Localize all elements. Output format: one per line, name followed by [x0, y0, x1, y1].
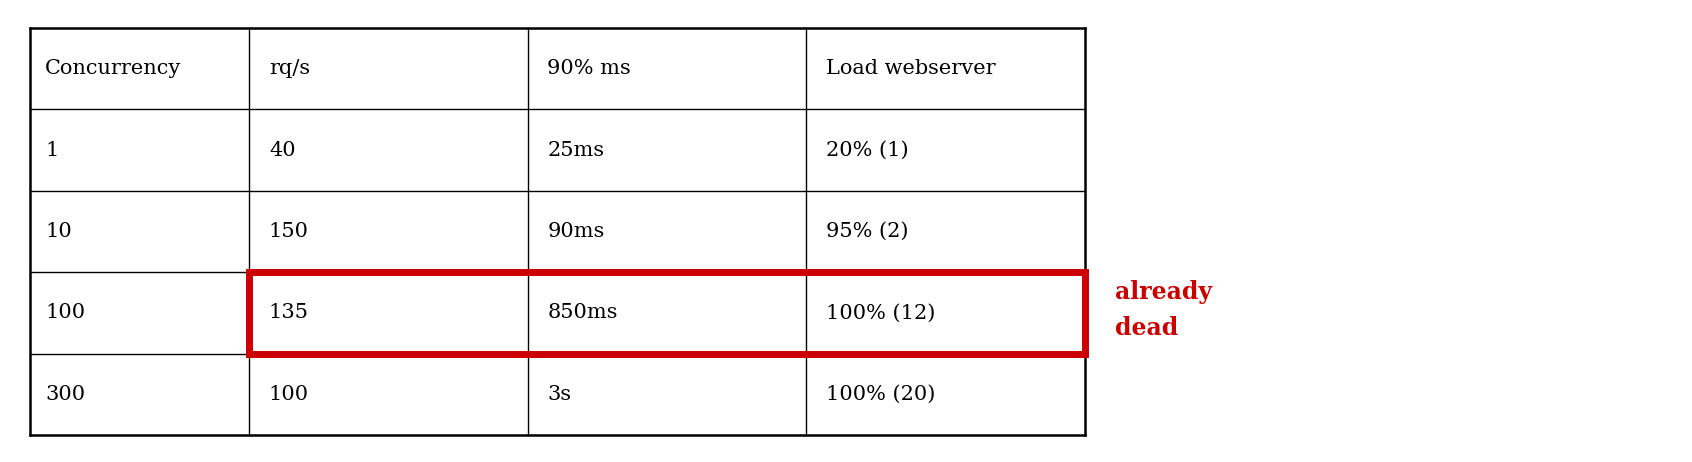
Text: Concurrency: Concurrency: [46, 59, 181, 78]
Text: already
dead: already dead: [1115, 280, 1211, 340]
Text: 135: 135: [269, 304, 310, 322]
Text: 100% (12): 100% (12): [826, 304, 936, 322]
Text: 100% (20): 100% (20): [826, 385, 936, 404]
Text: 3s: 3s: [548, 385, 572, 404]
Text: rq/s: rq/s: [269, 59, 310, 78]
Text: 100: 100: [269, 385, 310, 404]
Text: 25ms: 25ms: [548, 140, 604, 159]
Text: 150: 150: [269, 222, 310, 241]
Text: 40: 40: [269, 140, 296, 159]
Text: 100: 100: [46, 304, 86, 322]
Text: 20% (1): 20% (1): [826, 140, 909, 159]
Text: 90ms: 90ms: [548, 222, 604, 241]
Text: 850ms: 850ms: [548, 304, 618, 322]
Text: 1: 1: [46, 140, 59, 159]
Text: 300: 300: [46, 385, 86, 404]
Text: 10: 10: [46, 222, 73, 241]
Text: Load webserver: Load webserver: [826, 59, 995, 78]
Text: 90% ms: 90% ms: [548, 59, 631, 78]
Text: 95% (2): 95% (2): [826, 222, 909, 241]
